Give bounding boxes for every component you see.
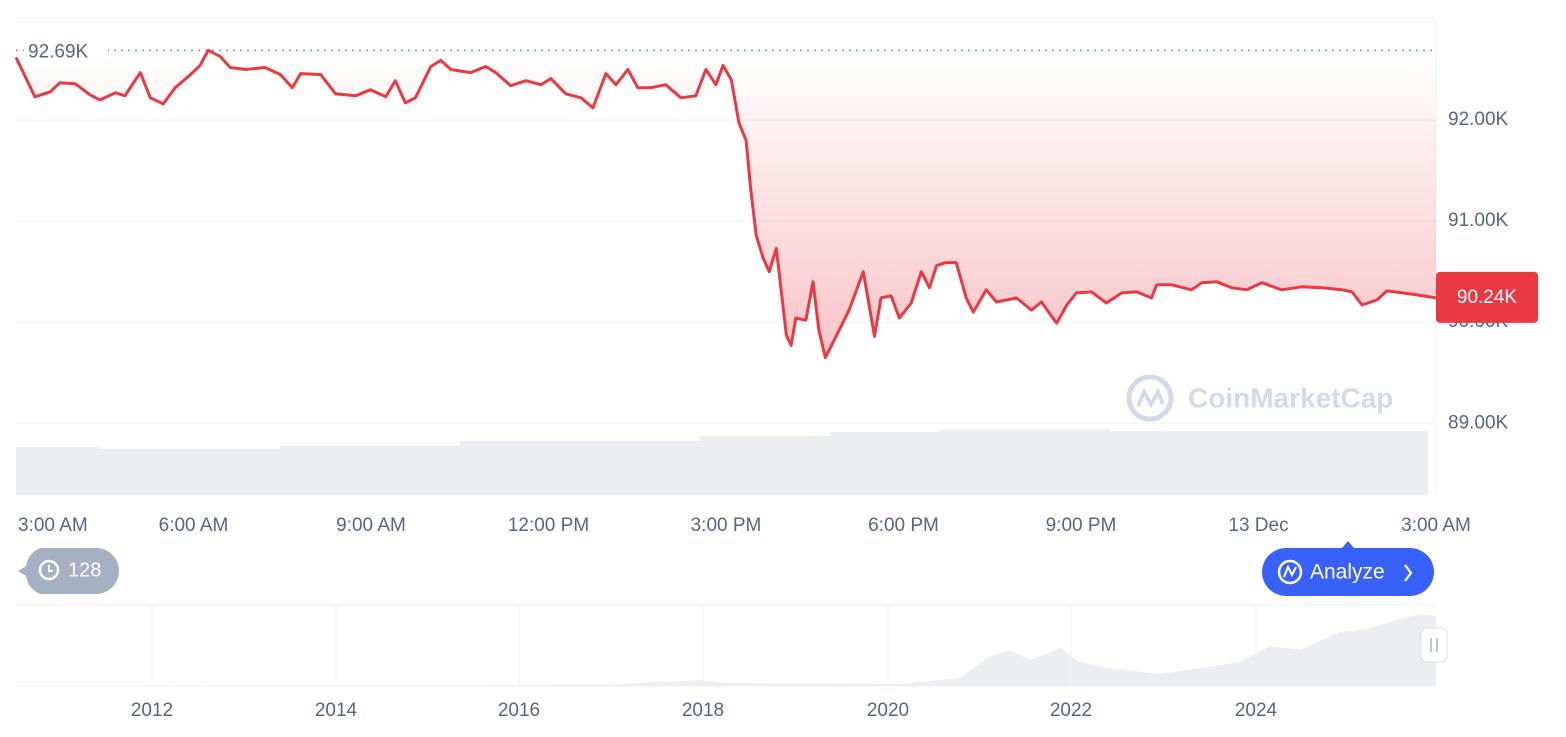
analyze-button[interactable]: Analyze	[1262, 541, 1434, 596]
chevron	[1404, 564, 1413, 582]
clock-icon	[48, 565, 53, 572]
year-label: 2024	[1235, 700, 1278, 721]
x-tick-label: 6:00 PM	[868, 515, 939, 536]
x-tick-label: 3:00 PM	[691, 515, 762, 536]
analyze-pill[interactable]	[1262, 548, 1434, 596]
high-label-bg	[24, 38, 108, 63]
x-tick-label: 9:00 AM	[336, 515, 406, 536]
navigator-area	[16, 614, 1436, 686]
year-label: 2018	[682, 700, 724, 721]
watermark-logo	[1136, 387, 1165, 408]
price-line	[14, 48, 1437, 360]
watermark: CoinMarketCap	[1126, 374, 1393, 422]
history-badge[interactable]: 128	[18, 548, 119, 594]
x-tick-label: 13 Dec	[1228, 515, 1288, 536]
watermark-text: CoinMarketCap	[1188, 382, 1393, 413]
year-label: 2012	[131, 700, 173, 721]
x-tick-label: 9:00 PM	[1046, 515, 1117, 536]
watermark-logo	[1126, 374, 1174, 422]
year-label: 2016	[498, 700, 540, 721]
price-badge-label: 90.24K	[1457, 287, 1518, 308]
analyze-label[interactable]: Analyze	[1310, 561, 1385, 584]
x-tick-label: 3:00 AM	[18, 515, 88, 536]
high-label: 92.69K	[28, 41, 89, 62]
navigator-handle[interactable]	[1420, 627, 1448, 663]
history-pill[interactable]	[18, 548, 119, 594]
analyze-icon	[1277, 559, 1303, 585]
x-tick-label: 12:00 PM	[508, 515, 589, 536]
y-tick-label: 91.00K	[1448, 210, 1509, 231]
year-label: 2014	[315, 700, 358, 721]
y-tick-label: 92.00K	[1448, 109, 1509, 130]
year-label: 2020	[867, 700, 909, 721]
volume-bars	[16, 428, 1428, 495]
x-tick-label: 6:00 AM	[159, 515, 229, 536]
price-badge	[1436, 271, 1538, 323]
navigator	[16, 604, 1448, 687]
y-tick-label: 89.00K	[1448, 412, 1509, 433]
price-area	[16, 50, 1436, 358]
clock-icon	[38, 559, 60, 581]
history-count: 128	[68, 559, 101, 581]
year-label: 2022	[1050, 700, 1092, 721]
x-tick-label: 3:00 AM	[1401, 515, 1471, 536]
button-pointer	[1342, 541, 1354, 548]
analyze-icon	[1283, 564, 1297, 578]
